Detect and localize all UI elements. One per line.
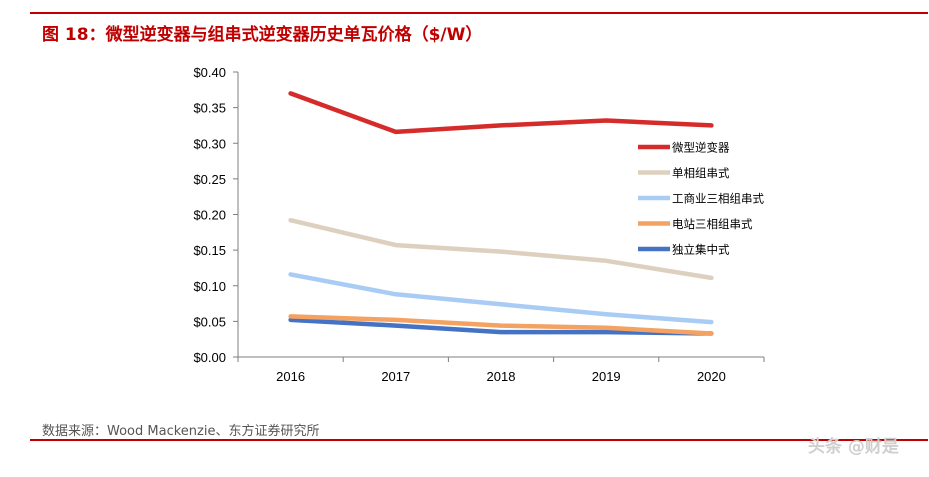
y-tick-label: $0.25 (193, 172, 226, 187)
y-tick-label: $0.35 (193, 101, 226, 116)
series-line (288, 217, 714, 281)
y-tick-label: $0.00 (193, 350, 226, 365)
legend-label: 单相组串式 (672, 166, 730, 180)
y-tick-label: $0.10 (193, 279, 226, 294)
y-tick-label: $0.20 (193, 208, 226, 223)
series-line (288, 314, 714, 336)
y-tick-label: $0.40 (193, 65, 226, 80)
series-line (288, 91, 714, 135)
series-line (288, 317, 714, 336)
y-tick-label: $0.05 (193, 314, 226, 329)
y-tick-label: $0.15 (193, 243, 226, 258)
legend-label: 独立集中式 (672, 243, 730, 257)
y-tick-label: $0.30 (193, 136, 226, 151)
legend-label: 工商业三相组串式 (672, 192, 764, 206)
x-tick-label: 2018 (487, 369, 516, 384)
series-line (288, 272, 714, 325)
watermark: 头条 @财是 (808, 437, 899, 457)
legend-label: 微型逆变器 (672, 141, 730, 155)
chart-title: 图 18：微型逆变器与组串式逆变器历史单瓦价格（$/W） (42, 25, 483, 45)
x-tick-label: 2017 (381, 369, 410, 384)
bottom-rule (30, 439, 928, 441)
legend-label: 电站三相组串式 (672, 217, 753, 231)
x-tick-label: 2016 (276, 369, 305, 384)
top-rule (30, 12, 928, 14)
x-tick-label: 2019 (592, 369, 621, 384)
x-tick-label: 2020 (697, 369, 726, 384)
source-note: 数据来源：Wood Mackenzie、东方证券研究所 (42, 424, 320, 439)
